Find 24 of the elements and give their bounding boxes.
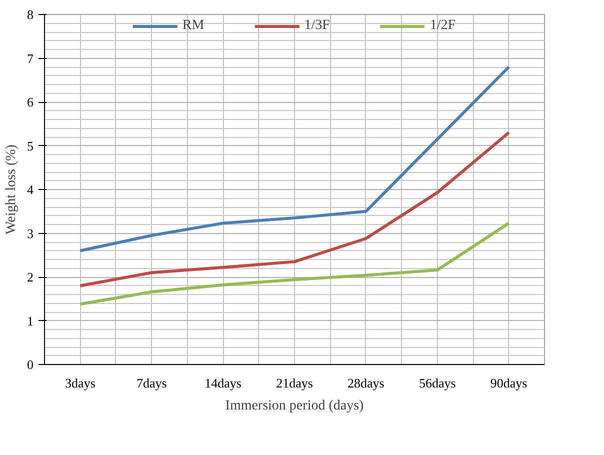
x-tick-label: 21days <box>276 376 313 390</box>
y-tick-label: 1 <box>27 313 34 328</box>
x-tick-label: 28days <box>348 376 384 390</box>
y-tick-label: 4 <box>27 182 34 197</box>
line-series <box>78 131 510 288</box>
y-tick-label: 0 <box>27 357 34 372</box>
legend-label: 1/3F <box>304 18 330 34</box>
x-tick-label: 7days <box>136 376 167 390</box>
line-series <box>78 66 510 252</box>
x-tick-label: 56days <box>418 376 456 390</box>
y-tick-label: 8 <box>27 7 34 22</box>
y-tick-label: 7 <box>27 50 34 66</box>
legend-label: 1/2F <box>430 18 456 34</box>
y-axis-title: Weight loss (%) <box>4 144 19 234</box>
y-tick-label: 5 <box>27 138 34 154</box>
x-tick-label: 14days <box>204 376 242 390</box>
x-tick-label: 3days <box>65 376 96 390</box>
x-tick-label: 90days <box>490 376 528 390</box>
y-tick-label: 3 <box>27 226 34 241</box>
y-tick-label: 6 <box>27 94 34 110</box>
line-series <box>78 222 510 306</box>
y-tick-label: 2 <box>27 270 34 284</box>
legend-label: RM <box>182 18 204 34</box>
x-axis-title: Immersion period (days) <box>225 398 364 414</box>
